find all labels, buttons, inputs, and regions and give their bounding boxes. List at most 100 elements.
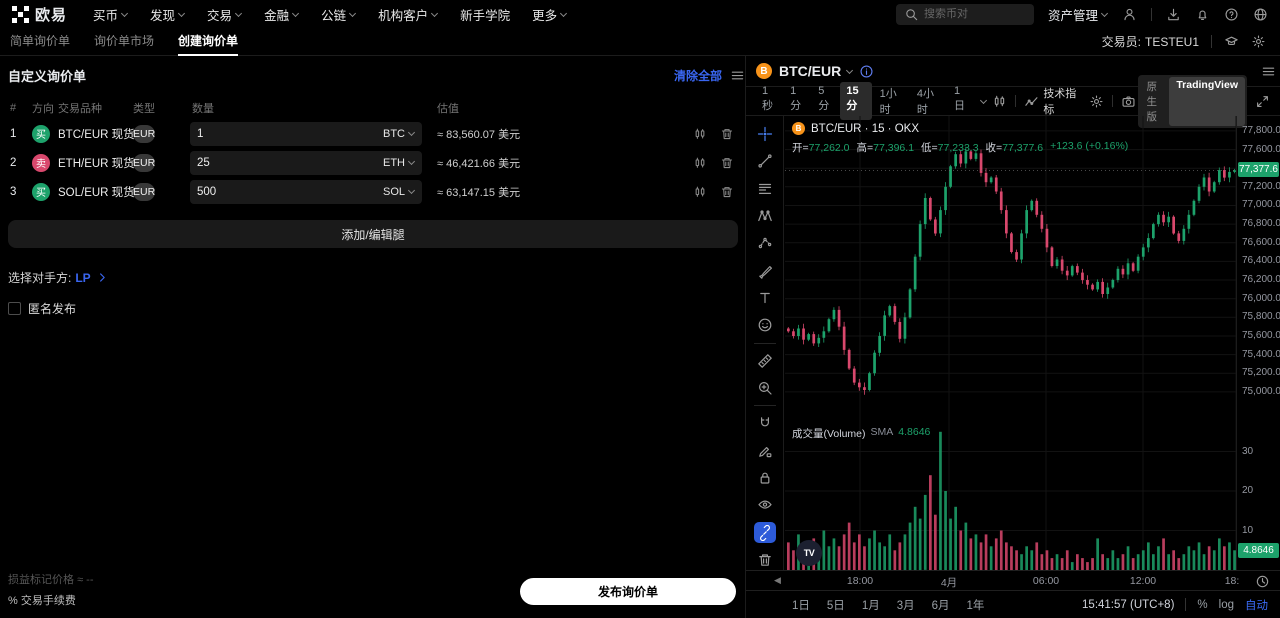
tab-2[interactable]: 创建询价单 [178,28,239,56]
nav-item-0[interactable]: 买币 [93,5,128,24]
nav-item-3[interactable]: 金融 [264,5,299,24]
clock-icon[interactable] [1255,574,1270,589]
download-icon[interactable] [1166,7,1181,22]
tool-drawlock-icon[interactable] [754,440,776,460]
timeframe-1分[interactable]: 1分 [790,85,802,112]
chart-clock[interactable]: 15:41:57 (UTC+8) [1082,598,1175,611]
tab-1[interactable]: 询价单市场 [94,33,155,48]
menu-icon[interactable] [730,68,745,83]
type-pill[interactable]: EUR [133,124,156,143]
pair-select[interactable]: BTC/EUR 现货 [58,126,146,142]
tab-0[interactable]: 简单询价单 [10,33,71,48]
timeframe-5分[interactable]: 5分 [818,85,830,112]
chart-legend: B BTC/EUR · 15 · OKX [792,122,919,135]
range-3月[interactable]: 3月 [896,599,915,612]
tool-link-icon[interactable] [753,522,776,543]
time-axis[interactable]: ◀ 18:00 4月 06:00 12:00 18: [746,570,1280,590]
chart-settings-gear-icon[interactable] [1089,94,1104,109]
type-pill[interactable]: EUR [133,182,156,201]
tool-eyeedit-icon[interactable] [754,495,776,515]
tool-brush-icon[interactable] [754,261,776,281]
tool-ruler-icon[interactable] [754,351,776,371]
indicators-button[interactable]: 技术指标 [1024,85,1080,117]
range-1月[interactable]: 1月 [861,599,880,612]
timeframe-4小时[interactable]: 4小时 [916,88,934,116]
view-chart-icon[interactable] [693,156,707,170]
view-chart-icon[interactable] [693,127,707,141]
view-chart-icon[interactable] [693,185,707,199]
okx-logo[interactable]: 欧易 [12,4,67,25]
tool-xabcd-icon[interactable] [754,206,776,226]
counterparty-value[interactable]: LP [75,270,91,285]
amount-input[interactable] [197,156,379,169]
pair-select[interactable]: SOL/EUR 现货 [58,184,146,200]
log-scale-button[interactable]: log [1218,598,1234,611]
bell-icon[interactable] [1195,7,1210,22]
chevron-down-icon[interactable] [980,97,986,104]
tool-emoji-icon[interactable] [754,315,776,335]
delete-row-icon[interactable] [720,185,734,199]
add-edit-legs-button[interactable]: 添加/编辑腿 [8,220,738,248]
tool-forecast-icon[interactable] [754,233,776,253]
tool-lock-icon[interactable] [754,468,776,488]
tool-magnet-icon[interactable] [754,413,776,433]
timeframe-1秒[interactable]: 1秒 [762,85,773,112]
scroll-left-arrow-icon[interactable]: ◀ [774,575,781,585]
chart-pair-title[interactable]: BTC/EUR [779,63,842,79]
percent-scale-button[interactable]: % [1197,598,1208,611]
chart-style-candles-icon[interactable] [992,94,1007,109]
delete-row-icon[interactable] [720,127,734,141]
clear-all-link[interactable]: 清除全部 [673,69,722,83]
asset-management-menu[interactable]: 资产管理 [1048,5,1108,24]
settings-gear-icon[interactable] [1251,34,1266,49]
tradingview-mode-tab[interactable]: TradingView [1169,76,1245,126]
delete-row-icon[interactable] [720,156,734,170]
fullscreen-icon[interactable] [1255,94,1270,109]
help-icon[interactable] [1224,7,1239,22]
chevron-down-icon[interactable] [846,67,853,74]
price-scale[interactable]: 77,800.0 77,600.0 77,200.0 77,000.0 76,800.0… [1236,116,1280,570]
range-5日[interactable]: 5日 [826,599,845,612]
globe-icon[interactable] [1253,7,1268,22]
search-input[interactable] [923,8,1024,20]
range-1年[interactable]: 1年 [966,599,985,612]
tool-trendline-icon[interactable] [754,151,776,171]
nav-item-6[interactable]: 新手学院 [460,8,511,23]
nav-item-5[interactable]: 机构客户 [378,5,438,24]
academy-cap-icon[interactable] [1224,34,1239,49]
amount-input[interactable] [197,185,379,198]
amount-input[interactable] [197,127,379,140]
range-1日[interactable]: 1日 [792,599,810,612]
timeframe-15分[interactable]: 15分 [840,82,872,120]
search-box[interactable] [895,3,1034,25]
menu-icon[interactable] [1261,64,1276,79]
auto-scale-button[interactable]: 自动 [1245,599,1268,612]
tradingview-logo[interactable]: TV [796,540,822,566]
info-icon[interactable] [859,64,874,79]
tool-fib-icon[interactable] [754,179,776,199]
timeframe-1小时[interactable]: 1小时 [879,88,897,116]
nav-item-4[interactable]: 公链 [321,5,356,24]
camera-icon[interactable] [1121,94,1136,109]
tool-trash-icon[interactable] [754,550,776,570]
anonymous-checkbox[interactable] [8,302,21,315]
native-mode-tab[interactable]: 原生版 [1146,80,1158,123]
nav-item-2[interactable]: 交易 [207,5,242,24]
publish-rfq-button[interactable]: 发布询价单 [520,578,736,605]
tool-zoomin-icon[interactable] [754,378,776,398]
currency-select[interactable]: ETH [383,157,415,169]
type-pill[interactable]: EUR [133,153,156,172]
currency-select[interactable]: SOL [383,186,415,198]
pair-select[interactable]: ETH/EUR 现货 [58,155,146,171]
tool-textT-icon[interactable] [754,288,776,308]
user-icon[interactable] [1122,7,1137,22]
candlestick-chart[interactable] [785,116,1236,570]
timeframe-1日[interactable]: 1日 [954,85,966,112]
currency-select[interactable]: BTC [383,128,415,140]
range-6月[interactable]: 6月 [931,599,950,612]
nav-item-1[interactable]: 发现 [150,5,185,24]
price-axis-label: 75,800.0 [1242,311,1280,322]
tool-crosshair-icon[interactable] [754,124,776,144]
nav-item-7[interactable]: 更多 [532,5,567,24]
